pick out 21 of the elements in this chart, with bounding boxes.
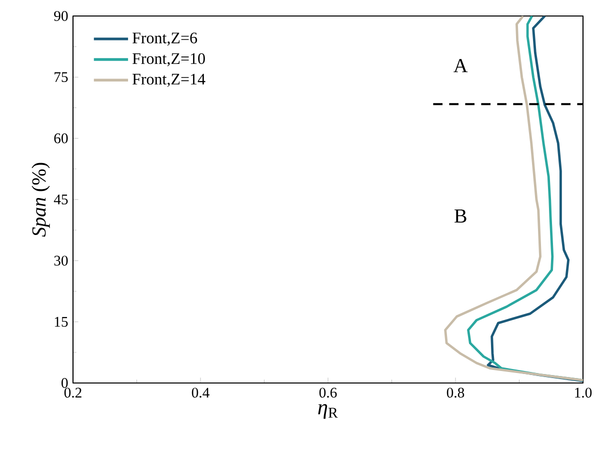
x-axis-title: η$_{R}$: [318, 404, 338, 419]
y-tick-label: 30: [54, 256, 68, 266]
legend-label: Front,Z=14: [132, 74, 206, 87]
legend-label: Front,Z=6: [132, 32, 198, 46]
y-tick-label: 15: [54, 316, 68, 327]
y-tick-label: 75: [54, 72, 68, 82]
annotation: A: [454, 58, 468, 72]
x-tick-label: 1.0: [575, 388, 592, 398]
y-tick-label: 90: [54, 11, 68, 21]
y-axis-title: Span (%): [32, 162, 50, 237]
x-tick-label: 0.6: [319, 388, 337, 398]
y-tick-label: 0: [62, 378, 68, 388]
x-tick-label: 0.8: [446, 388, 464, 398]
line-series: [444, 16, 584, 382]
line-series: [486, 16, 584, 382]
legend-label: Front,Z=10: [132, 53, 205, 66]
x-tick-label: 0.2: [64, 388, 82, 398]
y-tick-label: 60: [54, 133, 68, 144]
y-tick-label: 45: [54, 194, 68, 204]
x-tick-label: 0.4: [192, 388, 210, 398]
annotation: B: [454, 209, 466, 223]
